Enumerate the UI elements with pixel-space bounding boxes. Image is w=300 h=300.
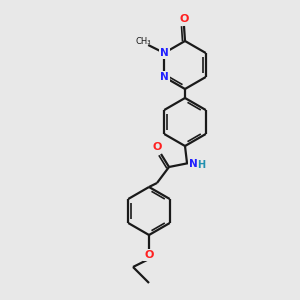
Text: N: N (189, 159, 197, 169)
Text: O: O (152, 142, 162, 152)
Text: CH₃: CH₃ (136, 37, 151, 46)
Text: H: H (197, 160, 205, 170)
Text: O: O (144, 250, 154, 260)
Text: N: N (160, 48, 169, 58)
Text: O: O (179, 14, 189, 24)
Text: N: N (160, 72, 169, 82)
